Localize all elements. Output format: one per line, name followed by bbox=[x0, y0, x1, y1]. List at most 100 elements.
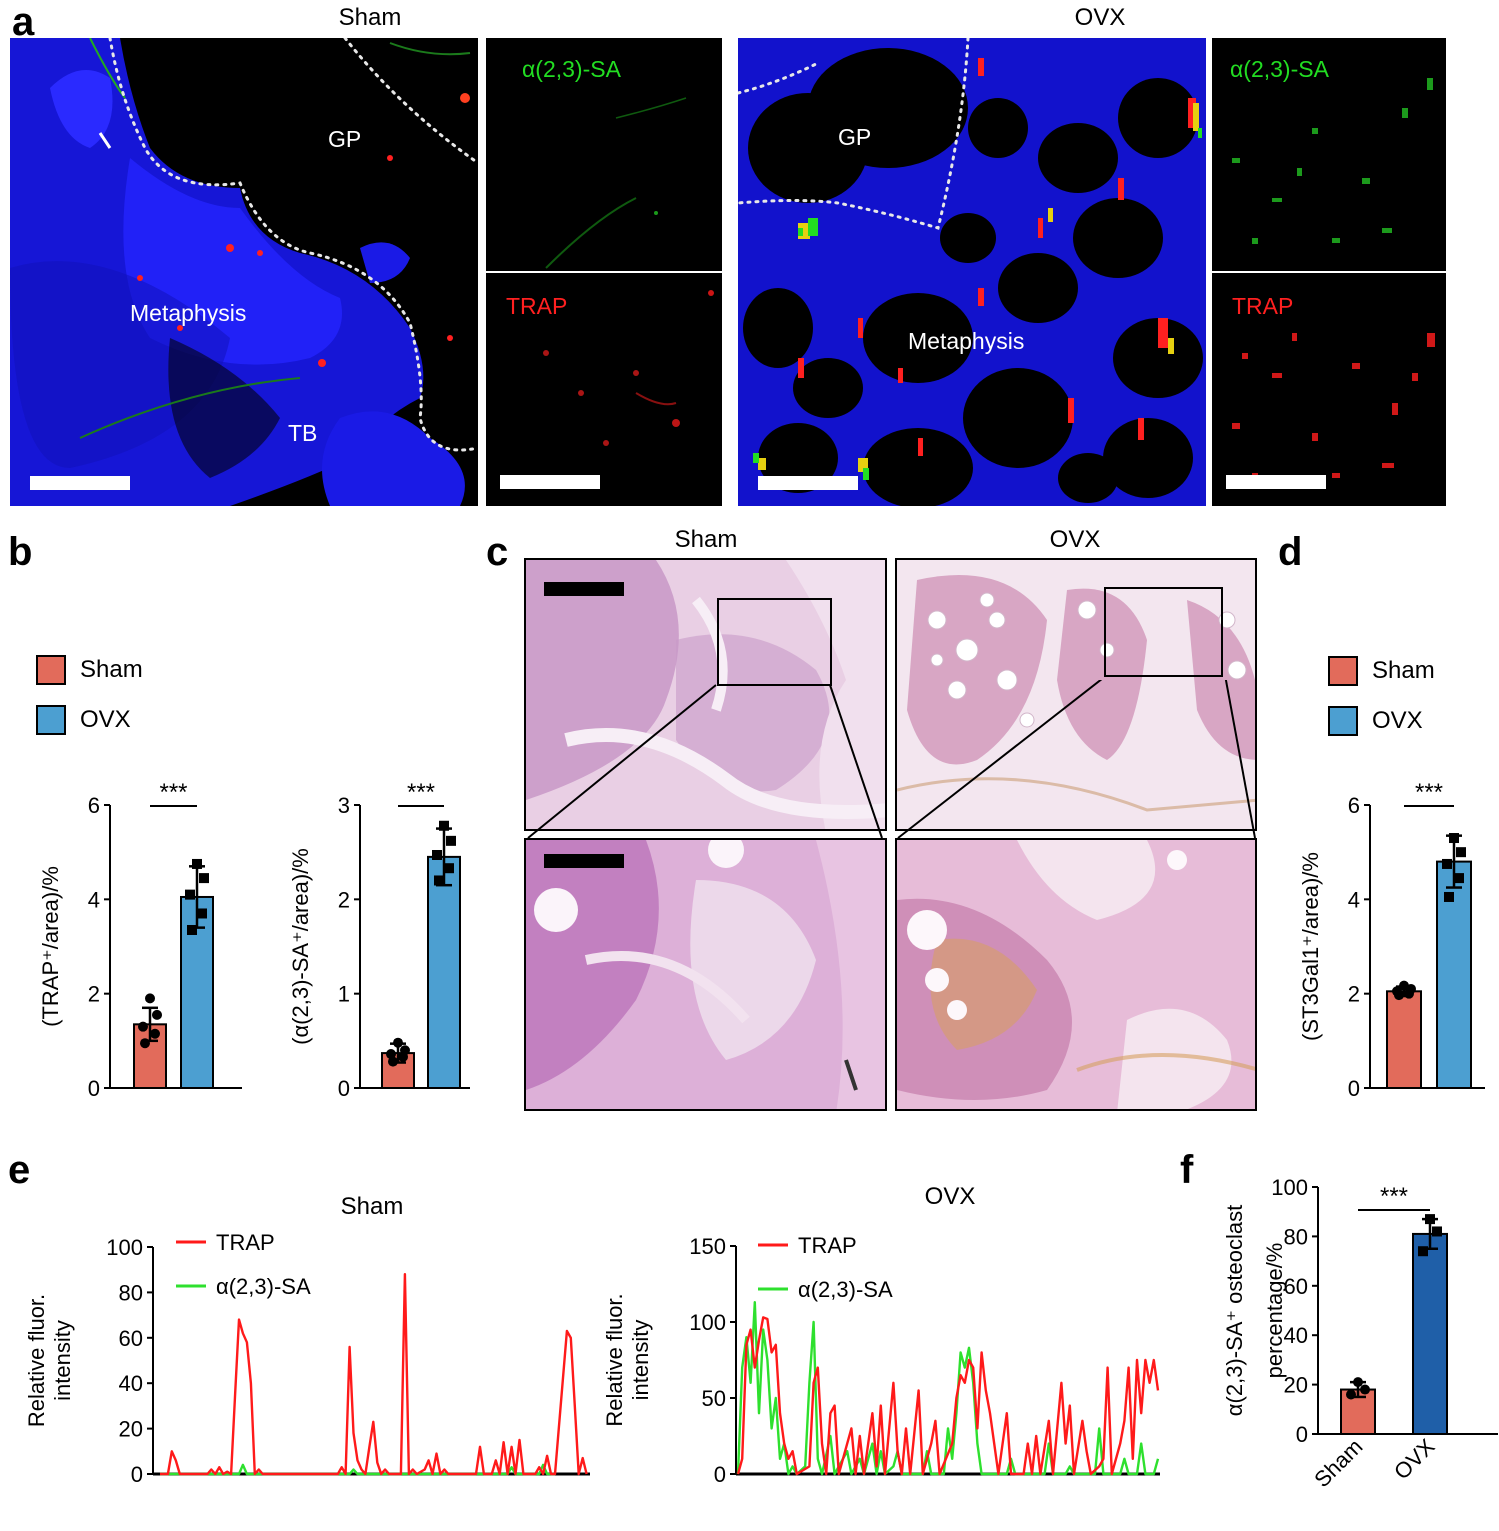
y-tick-label: 6 bbox=[1348, 793, 1360, 818]
ovx-sa-channel-image: α(2,3)-SA bbox=[1212, 38, 1446, 271]
y-tick-label: 20 bbox=[1284, 1373, 1308, 1398]
significance-label: *** bbox=[1415, 780, 1443, 806]
panel-label-e: e bbox=[8, 1148, 31, 1192]
data-point bbox=[1454, 873, 1464, 884]
legend-d-sham-swatch bbox=[1328, 656, 1358, 686]
y-tick-label: 40 bbox=[1284, 1323, 1308, 1348]
y-tick-label: 0 bbox=[1296, 1422, 1308, 1447]
panel-c-scalebar-bottom bbox=[544, 854, 624, 868]
legend-d: Sham OVX bbox=[1328, 654, 1435, 754]
y-tick-label: 3 bbox=[338, 793, 350, 818]
y-tick-label: 80 bbox=[119, 1280, 143, 1305]
y-axis-label-line2: percentage/% bbox=[1262, 1243, 1287, 1379]
ovx-histology-low bbox=[895, 558, 1257, 831]
legend-b-sham: Sham bbox=[36, 653, 143, 687]
panel-label-d: d bbox=[1278, 530, 1303, 574]
data-point bbox=[1442, 858, 1452, 869]
ovx-sa-label: α(2,3)-SA bbox=[1230, 56, 1329, 82]
sham-trap-label: TRAP bbox=[506, 293, 568, 319]
y-tick-label: 80 bbox=[1284, 1224, 1308, 1249]
y-tick-label: 0 bbox=[131, 1462, 143, 1487]
ovx-histology-zoom bbox=[895, 838, 1257, 1111]
y-axis-label: α(2,3)-SA⁺ osteoclast bbox=[1222, 1205, 1247, 1416]
y-tick-label: 100 bbox=[689, 1310, 726, 1335]
sham-sa-label: α(2,3)-SA bbox=[522, 56, 621, 82]
data-point bbox=[444, 863, 454, 874]
sham-gp-label: GP bbox=[328, 126, 362, 152]
significance-label: *** bbox=[1380, 1183, 1408, 1210]
y-axis-label: (ST3Gal1⁺/area)/% bbox=[1298, 852, 1323, 1041]
data-point bbox=[150, 1028, 160, 1039]
y-tick-label: 20 bbox=[119, 1417, 143, 1442]
data-point bbox=[138, 1021, 148, 1032]
panel-c-scalebar-top bbox=[544, 582, 624, 596]
zoom-connector-lines bbox=[527, 680, 1256, 839]
legend-b-ovx-swatch bbox=[36, 705, 66, 735]
y-tick-label: 40 bbox=[119, 1371, 143, 1396]
legend-b-ovx: OVX bbox=[36, 703, 143, 737]
data-point bbox=[197, 908, 207, 919]
data-point bbox=[1444, 891, 1454, 902]
data-point bbox=[199, 873, 209, 884]
bar-ovx bbox=[1412, 1232, 1448, 1436]
data-point bbox=[1394, 990, 1404, 1001]
y-tick-label: 2 bbox=[88, 982, 100, 1007]
sham-zoom-box bbox=[717, 598, 832, 686]
x-tick-label: OVX bbox=[1389, 1434, 1440, 1485]
data-point bbox=[388, 1056, 398, 1067]
ovx-merged-micrograph: GP Metaphysis bbox=[738, 38, 1206, 506]
sham-histology-zoom-render bbox=[526, 840, 885, 1109]
legend-label: α(2,3)-SA bbox=[798, 1277, 893, 1302]
legend-label: α(2,3)-SA bbox=[216, 1274, 311, 1299]
ovx-metaphysis-label: Metaphysis bbox=[908, 328, 1025, 354]
sham-tb-label: TB bbox=[288, 420, 318, 446]
data-point bbox=[446, 835, 456, 846]
data-point bbox=[192, 858, 202, 869]
sham-trap-render bbox=[543, 290, 714, 446]
sham-trap-channel-image: TRAP bbox=[486, 273, 722, 506]
chart-e-ovx: 0 50 100 150 Relative fluor. intensity OVX TRAP… bbox=[602, 1183, 1160, 1487]
data-point bbox=[1346, 1389, 1356, 1400]
sham-merged-render bbox=[10, 38, 478, 506]
data-point bbox=[1432, 1226, 1442, 1237]
y-tick-label: 0 bbox=[714, 1462, 726, 1487]
sham-histology-zoom bbox=[524, 838, 887, 1111]
data-point bbox=[393, 1037, 403, 1048]
panel-label-b: b bbox=[8, 530, 33, 574]
ovx-merged-render bbox=[738, 38, 1206, 506]
y-axis-label-line2: intensity bbox=[628, 1320, 653, 1401]
y-tick-label: 0 bbox=[1348, 1076, 1360, 1101]
data-point bbox=[145, 993, 155, 1004]
legend-label: TRAP bbox=[216, 1230, 275, 1255]
panel-a-ovx-title: OVX bbox=[1074, 4, 1126, 31]
y-tick-label: 6 bbox=[88, 793, 100, 818]
y-tick-label: 0 bbox=[88, 1076, 100, 1101]
data-point bbox=[1425, 1214, 1435, 1225]
y-tick-label: 2 bbox=[1348, 982, 1360, 1007]
data-point bbox=[432, 849, 442, 860]
y-axis-label: Relative fluor. bbox=[602, 1293, 627, 1426]
ovx-trap-label: TRAP bbox=[1232, 293, 1294, 319]
data-point bbox=[1353, 1377, 1363, 1388]
bar-sham bbox=[1386, 990, 1422, 1089]
sham-merged-micrograph: GP Metaphysis TB bbox=[10, 38, 478, 506]
data-point bbox=[187, 924, 197, 935]
sham-metaphysis-label: Metaphysis bbox=[130, 300, 247, 326]
data-point bbox=[386, 1049, 396, 1060]
series-line-sa bbox=[736, 1301, 1160, 1476]
panel-label-a: a bbox=[12, 0, 35, 44]
data-point bbox=[1449, 833, 1459, 844]
data-point bbox=[1404, 988, 1414, 999]
ovx-histology-zoom-render bbox=[897, 840, 1255, 1109]
chart-title: OVX bbox=[925, 1183, 976, 1210]
data-point bbox=[185, 889, 195, 900]
y-axis-label-line2: intensity bbox=[50, 1320, 75, 1401]
panel-a-sham-title: Sham bbox=[338, 4, 402, 31]
significance-label: *** bbox=[159, 780, 187, 806]
y-tick-label: 60 bbox=[1284, 1274, 1308, 1299]
legend-d-sham-label: Sham bbox=[1372, 657, 1435, 684]
panel-c-sham-title: Sham bbox=[674, 526, 738, 553]
legend-d-sham: Sham bbox=[1328, 654, 1435, 688]
y-axis-label: Relative fluor. bbox=[24, 1294, 49, 1427]
y-tick-label: 50 bbox=[702, 1386, 726, 1411]
